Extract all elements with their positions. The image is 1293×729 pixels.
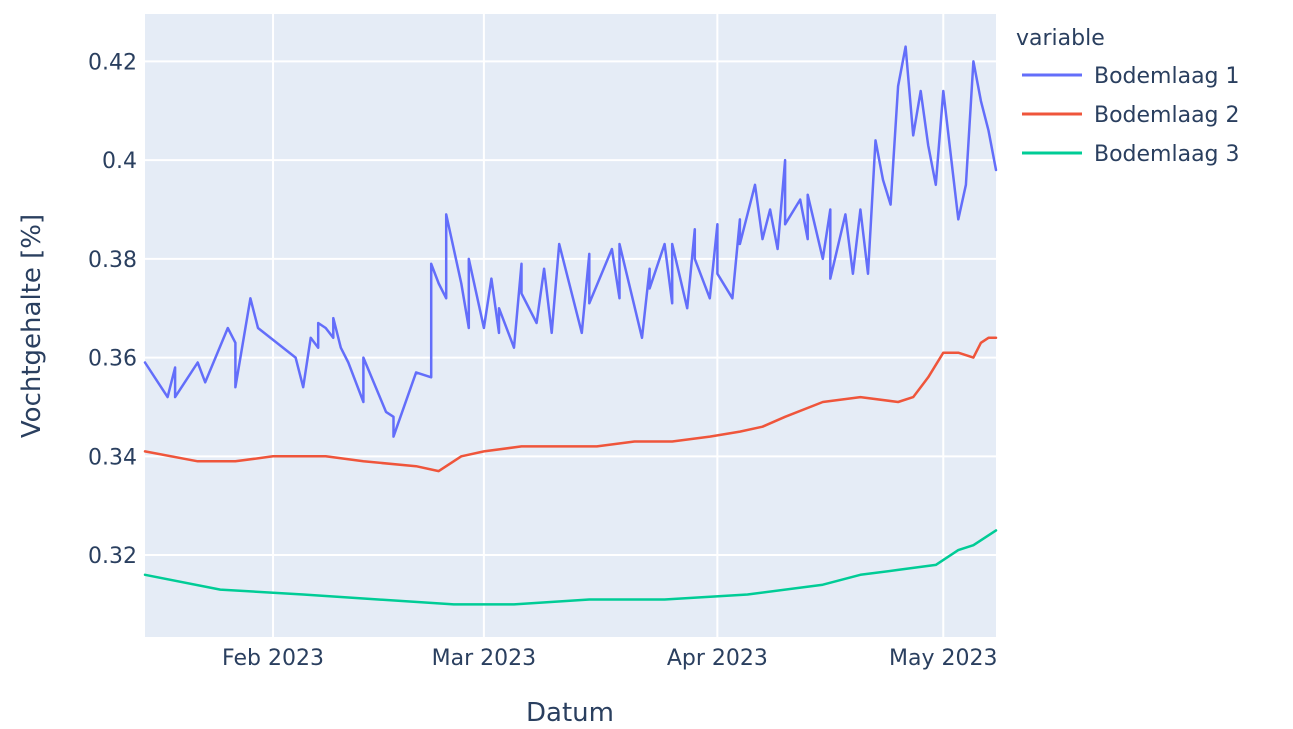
y-tick-label: 0.42	[88, 50, 137, 75]
y-tick-label: 0.36	[88, 347, 137, 372]
grid-lines	[145, 14, 996, 637]
x-tick-label: Mar 2023	[432, 646, 537, 671]
plot-background	[145, 14, 996, 637]
series-lines	[143, 45, 998, 606]
y-tick-label: 0.38	[88, 248, 137, 273]
x-axis-title: Datum	[526, 698, 614, 728]
y-axis-ticks: 0.32 0.34 0.36 0.38 0.4 0.42	[88, 50, 137, 569]
x-axis-ticks: Feb 2023 Mar 2023 Apr 2023 May 2023	[222, 646, 997, 671]
legend-label: Bodemlaag 2	[1094, 103, 1240, 128]
legend-label: Bodemlaag 1	[1094, 64, 1240, 89]
x-tick-label: Apr 2023	[667, 646, 768, 671]
legend-title: variable	[1016, 26, 1105, 51]
legend-label: Bodemlaag 3	[1094, 142, 1240, 167]
x-tick-label: Feb 2023	[222, 646, 324, 671]
series-line-3	[143, 529, 998, 606]
y-tick-label: 0.4	[102, 149, 137, 174]
series-line-1	[143, 45, 998, 438]
y-tick-label: 0.32	[88, 544, 137, 569]
y-axis-title: Vochtgehalte [%]	[17, 214, 47, 438]
series-line-2	[143, 336, 998, 473]
y-tick-label: 0.34	[88, 445, 137, 470]
x-tick-label: May 2023	[889, 646, 997, 671]
legend-items: Bodemlaag 1 Bodemlaag 2 Bodemlaag 3	[1022, 64, 1240, 167]
